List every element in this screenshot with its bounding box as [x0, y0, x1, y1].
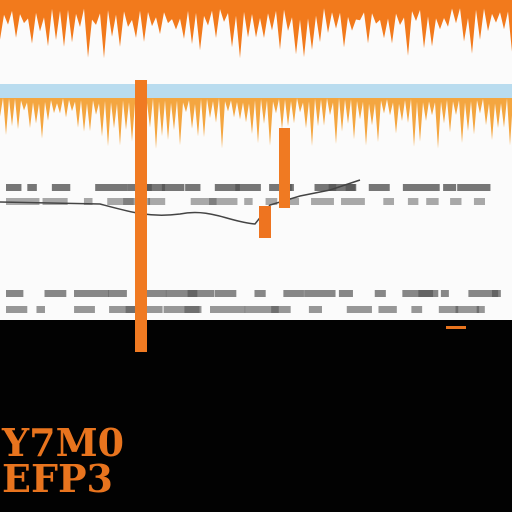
- footer-subtitle: EFP3: [2, 456, 113, 501]
- text-block: [6, 306, 28, 313]
- text-block: [491, 290, 501, 297]
- text-block: [328, 184, 356, 191]
- text-block: [402, 184, 440, 191]
- text-block: [308, 306, 322, 313]
- text-block: [368, 184, 390, 191]
- text-block: [271, 306, 291, 313]
- text-block: [378, 306, 397, 313]
- panel: [0, 0, 512, 320]
- text-block: [244, 306, 279, 313]
- text-block: [165, 290, 198, 297]
- flames: [0, 0, 512, 59]
- text-block: [44, 290, 67, 297]
- text-block: [6, 184, 22, 191]
- marker-bar: [135, 80, 147, 352]
- text-block: [346, 306, 372, 313]
- blue-band: [0, 84, 512, 98]
- text-block: [36, 306, 45, 313]
- text-block: [190, 198, 217, 205]
- text-block: [144, 290, 167, 297]
- text-block: [163, 306, 200, 313]
- text-block: [74, 290, 109, 297]
- dark-area: [0, 320, 512, 512]
- text-block: [438, 306, 459, 313]
- text-block: [95, 184, 128, 191]
- text-block: [311, 198, 334, 205]
- text-block: [161, 184, 185, 191]
- text-block: [265, 198, 278, 205]
- text-block: [51, 184, 71, 191]
- text-block: [426, 198, 439, 205]
- text-block: [235, 184, 261, 191]
- text-block: [108, 290, 127, 297]
- text-block: [411, 306, 423, 313]
- text-block: [143, 184, 166, 191]
- text-block: [6, 198, 40, 205]
- text-block: [289, 198, 300, 205]
- text-block: [407, 198, 419, 205]
- text-block: [304, 290, 336, 297]
- flame-shape: [0, 0, 512, 59]
- text-block: [473, 198, 485, 205]
- text-block: [244, 198, 253, 205]
- text-block: [187, 290, 215, 297]
- text-block: [443, 184, 457, 191]
- text-block: [6, 290, 24, 297]
- text-block: [418, 290, 439, 297]
- text-block: [209, 198, 238, 205]
- text-block: [109, 306, 141, 313]
- text-block: [338, 290, 353, 297]
- text-block: [148, 198, 166, 205]
- text-block: [345, 184, 357, 191]
- footer-title: Y7M0: [1, 420, 124, 465]
- text-block: [468, 290, 499, 297]
- text-block: [254, 290, 266, 297]
- text-block: [457, 184, 491, 191]
- text-block: [42, 198, 68, 205]
- text-block: [185, 184, 201, 191]
- text-block: [184, 306, 202, 313]
- text-block: [374, 290, 386, 297]
- text-block: [27, 184, 37, 191]
- text-block: [210, 306, 246, 313]
- text-block: [450, 198, 462, 205]
- text-block: [214, 290, 237, 297]
- marker-bar: [279, 128, 290, 208]
- text-block: [455, 306, 480, 313]
- spike-shape: [0, 98, 512, 149]
- text-block: [107, 198, 134, 205]
- text-block: [283, 290, 304, 297]
- marker-bar: [259, 206, 271, 238]
- text-block: [383, 198, 395, 205]
- text-block: [476, 306, 485, 313]
- text-block: [83, 198, 93, 205]
- text-block: [402, 290, 434, 297]
- accent: [446, 326, 466, 329]
- text-block: [440, 290, 449, 297]
- orange-spikes: [0, 98, 512, 149]
- text-block: [74, 306, 95, 313]
- curve: [0, 179, 361, 225]
- text-block: [314, 184, 337, 191]
- text-block: [341, 198, 365, 205]
- text-block: [214, 184, 240, 191]
